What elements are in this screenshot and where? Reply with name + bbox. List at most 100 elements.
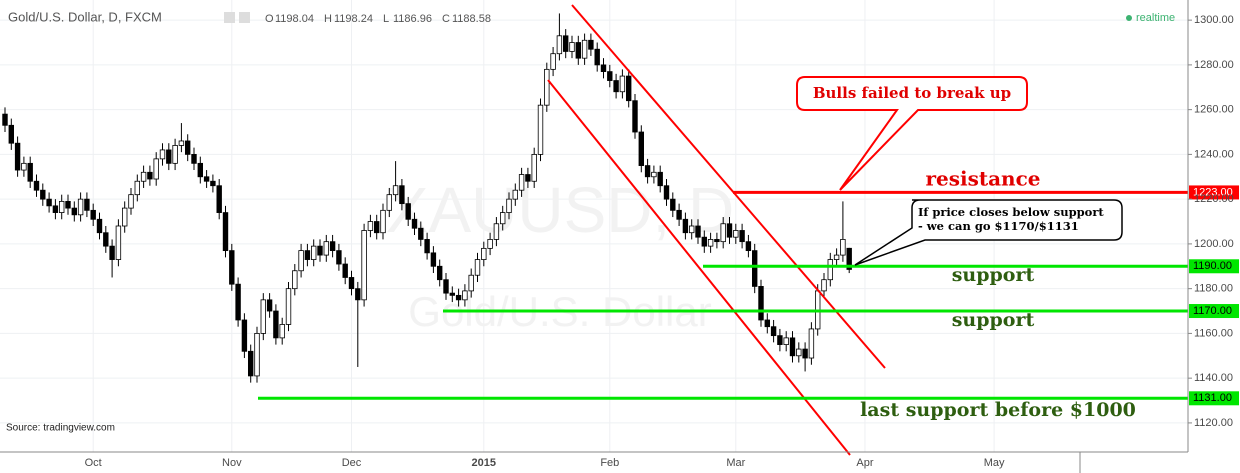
candle-body <box>676 209 682 220</box>
icon[interactable] <box>224 12 235 23</box>
candle-body <box>487 239 493 249</box>
candle-body <box>59 200 65 213</box>
candle-body <box>796 348 802 357</box>
ohlc-letter: C <box>442 13 450 25</box>
candle-body <box>210 180 216 187</box>
candle-body <box>386 194 392 211</box>
candle-body <box>663 185 670 200</box>
ohlc-letter: L <box>383 13 389 25</box>
y-tick-label: 1240.00 <box>1194 148 1234 160</box>
candles <box>2 13 852 383</box>
channel-line <box>547 79 851 456</box>
candle-body <box>166 149 172 164</box>
candle-body <box>569 42 575 52</box>
candle-body <box>260 299 266 334</box>
candle-body <box>827 259 833 281</box>
y-tick-label: 1160.00 <box>1194 327 1233 339</box>
x-tick-label: Mar <box>726 457 745 469</box>
channel-line <box>571 4 886 369</box>
candle-body <box>304 250 311 260</box>
x-tick-label: Dec <box>342 457 362 469</box>
candle-body <box>594 48 600 66</box>
candle-body <box>512 189 518 200</box>
y-tick-label: 1300.00 <box>1194 14 1234 26</box>
candle-body <box>247 350 254 377</box>
x-tick-label: May <box>984 457 1005 469</box>
callout-box <box>796 76 1028 191</box>
candle-body <box>499 212 506 225</box>
candle-body <box>46 198 52 207</box>
candle-body <box>279 324 285 339</box>
icon[interactable] <box>239 12 250 23</box>
candle-body <box>128 194 134 209</box>
candle-body <box>695 225 701 238</box>
candle-body <box>367 221 374 231</box>
candle-body <box>506 198 512 213</box>
status: realtime <box>1136 12 1175 24</box>
candle-body <box>216 185 222 213</box>
candle-body <box>172 145 178 164</box>
level-text: support <box>952 309 1035 331</box>
status-dot <box>1126 15 1132 21</box>
candle-body <box>619 75 626 93</box>
level-tag <box>1189 259 1239 274</box>
candle-body <box>600 64 607 73</box>
candle-body <box>336 250 342 265</box>
candle-body <box>821 279 827 292</box>
candle-body <box>109 245 115 260</box>
candle-body <box>147 171 153 180</box>
candle-body <box>122 207 128 227</box>
candle-body <box>96 218 103 234</box>
level-tag <box>1189 391 1239 406</box>
chart-title: Gold/U.S. Dollar, D, FXCM <box>8 9 162 24</box>
ohlc-letter: O <box>265 13 274 25</box>
y-tick-label: 1260.00 <box>1194 104 1234 116</box>
y-tick-label: 1200.00 <box>1194 238 1234 250</box>
candle-body <box>52 205 59 213</box>
candle-body <box>581 39 588 59</box>
y-tick-label: 1280.00 <box>1194 59 1234 71</box>
candle-body <box>682 218 689 234</box>
candle-body <box>254 333 260 377</box>
candle-body <box>348 277 355 290</box>
callout-text: Bulls failed to break up <box>813 84 1011 102</box>
candle-body <box>777 335 783 345</box>
candle-body <box>739 230 745 243</box>
candle-body <box>720 223 726 243</box>
candle-body <box>21 162 27 171</box>
candle-body <box>355 288 361 301</box>
candle-body <box>474 259 481 276</box>
candle-body <box>71 207 77 216</box>
candle-body <box>203 176 210 182</box>
candle-body <box>115 225 122 260</box>
candle-body <box>380 209 386 234</box>
candle-body <box>764 319 770 328</box>
candle-body <box>714 239 720 243</box>
candle-body <box>436 265 443 281</box>
ohlc-letter: H <box>324 13 332 25</box>
candle-body <box>644 165 651 178</box>
candle-body <box>613 80 619 93</box>
candle-body <box>758 286 764 321</box>
x-tick-label: Oct <box>85 457 102 469</box>
candle-body <box>846 247 852 270</box>
candle-body <box>607 71 613 81</box>
ohlc-value: 1186.96 <box>393 13 432 25</box>
candle-body <box>392 185 399 196</box>
candle-body <box>134 180 140 196</box>
level-tag <box>1189 304 1239 319</box>
candle-body <box>84 198 90 211</box>
candle-body <box>273 310 279 339</box>
candle-body <box>405 203 411 220</box>
candle-body <box>103 232 109 247</box>
ohlc-value: 1198.04 <box>275 13 314 25</box>
level-tag-label: 1170.00 <box>1193 305 1232 317</box>
x-tick-label: Apr <box>856 457 873 469</box>
candle-body <box>197 162 203 178</box>
candle-body <box>563 35 569 52</box>
candle-body <box>783 337 789 345</box>
x-tick-label: Nov <box>222 457 242 469</box>
candle-body <box>752 250 758 287</box>
ohlc-value: 1198.24 <box>334 13 373 25</box>
